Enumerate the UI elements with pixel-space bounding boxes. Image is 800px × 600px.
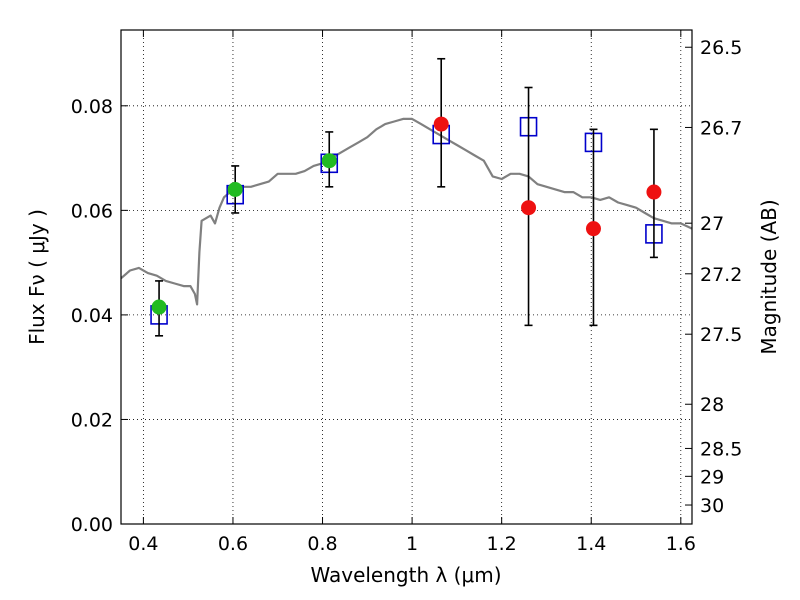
x-tick-label: 1.6 bbox=[666, 533, 696, 555]
grid-lines bbox=[121, 30, 692, 525]
y2-tick-label: 28.5 bbox=[700, 438, 742, 460]
optical-point bbox=[227, 181, 243, 197]
y2-tick-label: 26.5 bbox=[700, 37, 742, 59]
y2-tick-label: 27.2 bbox=[700, 264, 742, 286]
y2-tick-label: 27 bbox=[700, 213, 724, 235]
y-tick-label: 0.02 bbox=[71, 409, 113, 431]
optical-point bbox=[321, 153, 337, 169]
x-tick-label: 1.2 bbox=[487, 533, 517, 555]
y2-ticks: 26.5 26.7 27 27.2 27.5 28 28.5 29 30 bbox=[685, 37, 742, 517]
y2-tick-label: 30 bbox=[700, 495, 724, 517]
marker-layer bbox=[150, 57, 663, 337]
nir-point bbox=[521, 200, 537, 216]
y2-tick-label: 28 bbox=[700, 394, 724, 416]
x-tick-label: 1 bbox=[406, 533, 418, 555]
plot-frame bbox=[120, 29, 693, 525]
x-tick-label: 1.4 bbox=[576, 533, 606, 555]
y2-tick-label: 29 bbox=[700, 466, 724, 488]
y-tick-label: 0.04 bbox=[71, 305, 113, 327]
x-ticks: 0.4 0.6 0.8 1 1.2 1.4 1.6 bbox=[128, 30, 696, 555]
optical-point bbox=[151, 299, 167, 315]
template-spectrum-line bbox=[121, 117, 692, 306]
y-axis-label: Flux Fν ( μJy ) bbox=[25, 209, 49, 345]
y-ticks: 0.00 0.02 0.04 0.06 0.08 bbox=[71, 96, 128, 536]
nir-point bbox=[433, 116, 449, 132]
y2-tick-label: 27.5 bbox=[700, 324, 742, 346]
x-axis-label: Wavelength λ (μm) bbox=[310, 563, 501, 587]
x-tick-label: 0.4 bbox=[128, 533, 158, 555]
x-tick-label: 0.6 bbox=[218, 533, 248, 555]
plot-area bbox=[121, 57, 692, 337]
nir-point bbox=[646, 184, 662, 200]
nir-point bbox=[585, 221, 601, 237]
template-layer bbox=[121, 117, 692, 306]
y2-axis-label: Magnitude (AB) bbox=[757, 199, 781, 354]
x-tick-label: 0.8 bbox=[307, 533, 337, 555]
y-tick-label: 0.00 bbox=[71, 514, 113, 536]
y-tick-label: 0.08 bbox=[71, 96, 113, 118]
y2-tick-label: 26.7 bbox=[700, 117, 742, 139]
y-tick-label: 0.06 bbox=[71, 200, 113, 222]
